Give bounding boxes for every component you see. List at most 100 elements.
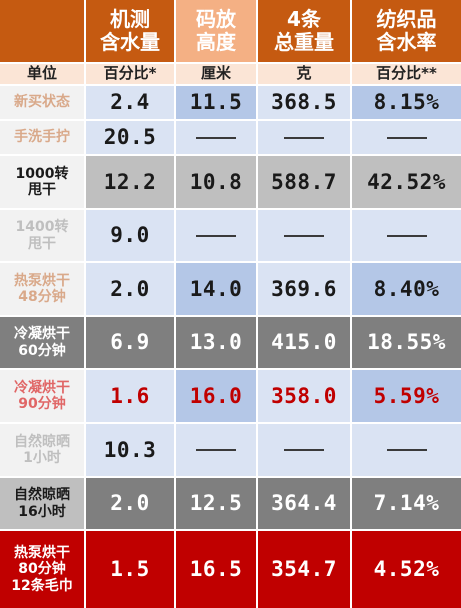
row-label: 1400转 甩干 — [0, 210, 84, 261]
unit-label: 单位 — [0, 64, 84, 84]
value-cell: 1.6 — [86, 370, 174, 422]
value-cell: 16.5 — [176, 531, 256, 608]
value-cell: 14.0 — [176, 263, 256, 315]
value-cell-text: 8.40% — [373, 276, 440, 301]
empty-value-dash — [258, 424, 350, 476]
empty-value-dash — [258, 210, 350, 261]
value-cell-text: 369.6 — [271, 276, 337, 301]
unit-3-text: 克 — [296, 64, 312, 83]
value-cell-text: 20.5 — [103, 125, 157, 150]
value-cell: 358.0 — [258, 370, 350, 422]
column-header-3: 4条 总重量 — [258, 0, 350, 62]
value-cell-text: 2.0 — [110, 491, 150, 516]
row-label-text: 手洗手拧 — [14, 129, 70, 146]
value-cell: 2.0 — [86, 263, 174, 315]
column-header-3-text: 4条 总重量 — [274, 7, 334, 54]
empty-value-dash — [258, 121, 350, 154]
value-cell-text: 4.52% — [373, 557, 440, 582]
empty-value-dash — [352, 424, 461, 476]
value-cell: 415.0 — [258, 317, 350, 368]
value-cell: 8.15% — [352, 86, 461, 119]
row-label-text: 1400转 甩干 — [15, 219, 69, 252]
row-label: 热泵烘干 80分钟 12条毛巾 — [0, 531, 84, 608]
value-cell: 4.52% — [352, 531, 461, 608]
unit-4-text: 百分比** — [376, 64, 437, 83]
empty-value-dash — [176, 424, 256, 476]
value-cell-text: 354.7 — [271, 557, 337, 582]
empty-value-dash — [176, 121, 256, 154]
value-cell-text: 9.0 — [110, 223, 150, 248]
value-cell-text: 2.0 — [110, 276, 150, 301]
empty-value-dash — [352, 121, 461, 154]
value-cell: 1.5 — [86, 531, 174, 608]
value-cell-text: 1.5 — [110, 557, 150, 582]
column-header-1-text: 机测 含水量 — [100, 7, 160, 54]
value-cell-text: 1.6 — [110, 383, 150, 408]
column-header-4: 纺织品 含水率 — [352, 0, 461, 62]
value-cell: 8.40% — [352, 263, 461, 315]
row-label-text: 自然晾晒 1小时 — [14, 433, 70, 466]
value-cell: 12.2 — [86, 156, 174, 208]
value-cell-text: 358.0 — [271, 383, 337, 408]
value-cell: 42.52% — [352, 156, 461, 208]
value-cell: 6.9 — [86, 317, 174, 368]
value-cell: 2.0 — [86, 478, 174, 529]
unit-2: 厘米 — [176, 64, 256, 84]
value-cell-text: 5.59% — [373, 383, 440, 408]
column-header-2: 码放 高度 — [176, 0, 256, 62]
row-label: 新买状态 — [0, 86, 84, 119]
empty-value-dash — [176, 210, 256, 261]
dash-line — [196, 136, 236, 139]
value-cell: 369.6 — [258, 263, 350, 315]
dash-line — [284, 234, 324, 237]
value-cell-text: 16.0 — [189, 383, 243, 408]
row-label: 自然晾晒 16小时 — [0, 478, 84, 529]
value-cell: 368.5 — [258, 86, 350, 119]
dash-line — [284, 136, 324, 139]
unit-4: 百分比** — [352, 64, 461, 84]
value-cell: 20.5 — [86, 121, 174, 154]
value-cell-text: 42.52% — [367, 169, 446, 194]
value-cell: 10.3 — [86, 424, 174, 476]
column-header-4-text: 纺织品 含水率 — [376, 7, 437, 54]
header-corner — [0, 0, 84, 62]
unit-label-text: 单位 — [26, 64, 57, 83]
value-cell: 364.4 — [258, 478, 350, 529]
value-cell: 10.8 — [176, 156, 256, 208]
row-label-text: 自然晾晒 16小时 — [14, 487, 70, 520]
value-cell-text: 12.5 — [189, 491, 243, 516]
row-label: 1000转 甩干 — [0, 156, 84, 208]
value-cell: 11.5 — [176, 86, 256, 119]
value-cell: 588.7 — [258, 156, 350, 208]
row-label: 冷凝烘干 90分钟 — [0, 370, 84, 422]
value-cell: 5.59% — [352, 370, 461, 422]
row-label: 自然晾晒 1小时 — [0, 424, 84, 476]
unit-3: 克 — [258, 64, 350, 84]
value-cell: 16.0 — [176, 370, 256, 422]
row-label-text: 1000转 甩干 — [15, 165, 69, 198]
row-label-text: 新买状态 — [14, 94, 70, 111]
value-cell-text: 364.4 — [271, 491, 337, 516]
row-label-text: 热泵烘干 80分钟 12条毛巾 — [11, 545, 73, 594]
dash-line — [284, 449, 324, 451]
row-label-text: 热泵烘干 48分钟 — [14, 272, 70, 305]
value-cell-text: 8.15% — [373, 90, 440, 115]
column-header-2-text: 码放 高度 — [196, 7, 236, 54]
value-cell: 9.0 — [86, 210, 174, 261]
value-cell: 354.7 — [258, 531, 350, 608]
value-cell-text: 13.0 — [189, 330, 243, 355]
value-cell-text: 11.5 — [189, 90, 243, 115]
dash-line — [386, 136, 427, 139]
dash-line — [386, 234, 427, 237]
value-cell-text: 14.0 — [189, 276, 243, 301]
value-cell: 12.5 — [176, 478, 256, 529]
dash-line — [386, 449, 427, 451]
value-cell-text: 2.4 — [110, 90, 150, 115]
unit-1-text: 百分比* — [103, 64, 157, 83]
value-cell-text: 588.7 — [271, 169, 337, 194]
value-cell-text: 10.8 — [189, 169, 243, 194]
value-cell: 13.0 — [176, 317, 256, 368]
unit-1: 百分比* — [86, 64, 174, 84]
value-cell-text: 6.9 — [110, 330, 150, 355]
